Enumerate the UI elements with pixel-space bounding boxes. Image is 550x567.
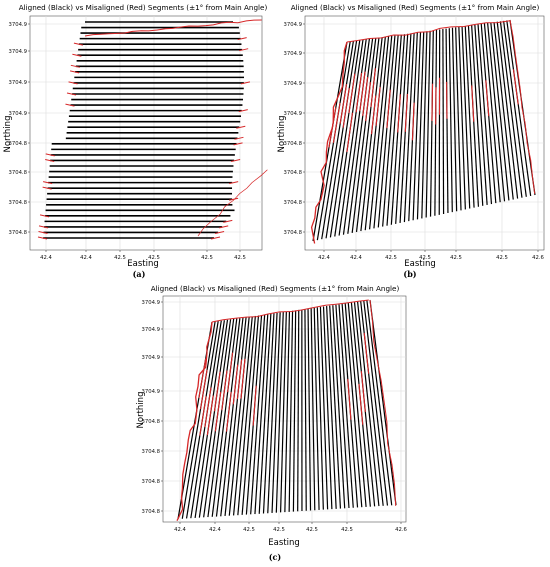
y-tick-label: 3704.8 <box>283 230 302 236</box>
x-tick-label: 42.5 <box>114 255 126 261</box>
y-tick-label: 3704.9 <box>141 300 160 306</box>
y-tick-label: 3704.9 <box>283 81 302 87</box>
segment-aligned <box>443 29 444 214</box>
x-tick-label: 42.4 <box>174 527 186 533</box>
y-tick-label: 3704.9 <box>283 51 302 57</box>
x-tick-label: 42.4 <box>350 255 362 261</box>
panel-a: Aligned (Black) vs Misaligned (Red) Segm… <box>3 3 267 269</box>
panel-label-c: (c) <box>269 552 282 562</box>
x-tick-label: 42.4 <box>318 255 330 261</box>
y-tick-label: 3704.8 <box>141 479 160 485</box>
x-axis-label: Easting <box>127 259 159 269</box>
x-tick-label: 42.5 <box>234 255 246 261</box>
y-axis-label: Northing <box>3 116 13 153</box>
x-tick-label: 42.4 <box>40 255 52 261</box>
y-tick-label: 3704.9 <box>8 80 27 86</box>
panel-c: Aligned (Black) vs Misaligned (Red) Segm… <box>136 284 408 548</box>
x-tick-label: 42.5 <box>385 255 397 261</box>
x-tick-label: 42.4 <box>80 255 92 261</box>
y-tick-label: 3704.8 <box>8 200 27 206</box>
y-tick-label: 3704.8 <box>283 200 302 206</box>
panel-b: Aligned (Black) vs Misaligned (Red) Segm… <box>277 3 545 269</box>
chart-title: Aligned (Black) vs Misaligned (Red) Segm… <box>19 3 268 12</box>
chart-title: Aligned (Black) vs Misaligned (Red) Segm… <box>291 3 540 12</box>
x-tick-label: 42.6 <box>395 527 407 533</box>
x-tick-labels: 42.4 42.4 42.5 42.5 42.5 42.5 42.6 <box>174 527 407 533</box>
y-tick-label: 3704.9 <box>141 355 160 361</box>
x-tick-label: 42.6 <box>532 255 544 261</box>
y-tick-label: 3704.8 <box>8 230 27 236</box>
y-axis-label: Northing <box>277 116 287 153</box>
x-axis-label: Easting <box>268 538 300 548</box>
panel-label-b: (b) <box>403 269 416 279</box>
x-tick-label: 42.5 <box>341 527 353 533</box>
y-tick-label: 3704.8 <box>8 170 27 176</box>
y-tick-label: 3704.8 <box>141 509 160 515</box>
y-tick-label: 3704.9 <box>8 22 27 28</box>
y-tick-label: 3704.9 <box>141 327 160 333</box>
y-tick-label: 3704.9 <box>8 49 27 55</box>
y-tick-label: 3704.8 <box>141 449 160 455</box>
x-tick-label: 42.5 <box>201 255 213 261</box>
x-tick-label: 42.5 <box>496 255 508 261</box>
x-tick-label: 42.5 <box>450 255 462 261</box>
x-tick-label: 42.4 <box>209 527 221 533</box>
x-tick-label: 42.5 <box>273 527 285 533</box>
y-axis-label: Northing <box>136 392 146 429</box>
chart-title: Aligned (Black) vs Misaligned (Red) Segm… <box>151 284 400 293</box>
y-tick-label: 3704.8 <box>283 170 302 176</box>
x-axis-label: Easting <box>404 259 436 269</box>
segment-misaligned <box>432 84 433 121</box>
y-tick-label: 3704.9 <box>283 22 302 28</box>
panel-label-a: (a) <box>133 269 146 279</box>
x-tick-label: 42.5 <box>306 527 318 533</box>
x-tick-label: 42.5 <box>243 527 255 533</box>
